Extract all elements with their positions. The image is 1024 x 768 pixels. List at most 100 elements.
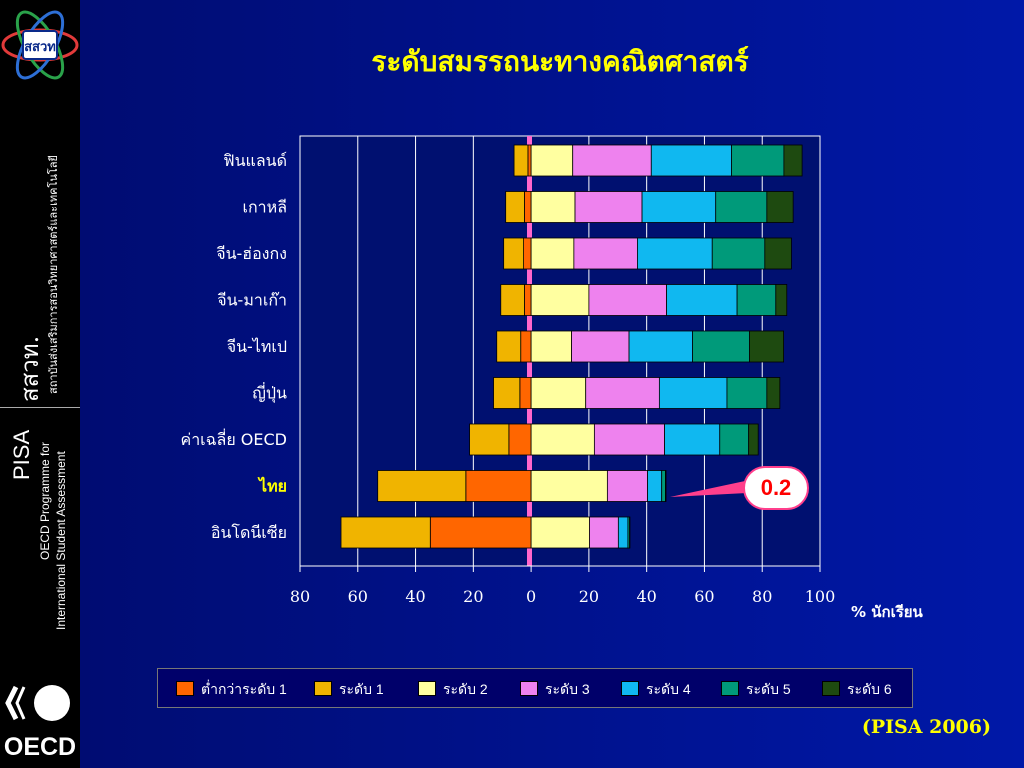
bar-segment [530, 330, 572, 363]
bar-segment [664, 423, 721, 456]
bar-segment [593, 423, 665, 456]
bar-segment [527, 144, 532, 177]
x-tick-label: 80 [752, 587, 772, 606]
callout-pointer [670, 481, 747, 497]
bar-segment [493, 377, 521, 409]
bar-segment [571, 330, 630, 363]
callout-bubble: 0.2 [743, 466, 809, 510]
bar-segment [666, 284, 738, 316]
bar-segment [530, 470, 608, 502]
x-tick-label: 40 [405, 587, 425, 606]
bar-segment [637, 237, 713, 270]
legend-swatch [176, 681, 194, 696]
legend-label: ระดับ 2 [443, 681, 488, 697]
bar-segment [519, 377, 532, 409]
bar-segment [641, 191, 717, 223]
legend-label: ระดับ 4 [646, 681, 691, 697]
oecd-mark-icon [5, 685, 70, 721]
legend-label: ระดับ 6 [847, 681, 892, 697]
bar-segment [530, 423, 595, 456]
bar-segment [503, 237, 524, 270]
bar-segment [469, 423, 510, 456]
bar-segment [692, 330, 750, 363]
legend-item: ระดับ 6 [822, 679, 892, 697]
legend: ต่ำกว่าระดับ 1 ระดับ 1 ระดับ 2 ระดับ 3 ระดับ… [157, 668, 913, 708]
bar-segment [764, 237, 792, 270]
legend-label: ระดับ 5 [746, 681, 791, 697]
category-label: ญี่ปุ่น [252, 382, 287, 404]
legend-swatch [418, 681, 436, 696]
legend-item: ระดับ 3 [520, 679, 590, 697]
category-labels: ฟินแลนด์เกาหลีจีน-ฮ่องกงจีน-มาเก๊าจีน-ไท… [180, 151, 287, 542]
bar-segment [589, 516, 619, 549]
legend-item: ระดับ 5 [721, 679, 791, 697]
logo-text: สสวท [24, 40, 56, 55]
bar-segment [524, 191, 532, 223]
bar-segment [715, 191, 768, 223]
bar-segment [523, 237, 532, 270]
x-tick-label: 80 [290, 587, 310, 606]
bar-segment [719, 423, 750, 456]
bar-segment [508, 423, 532, 456]
bar-segment [647, 470, 663, 502]
bar-segment [573, 237, 638, 270]
x-tick-label: 0 [526, 587, 536, 606]
bar-segment [465, 470, 532, 502]
legend-swatch [621, 681, 639, 696]
category-label: จีน-ฮ่องกง [216, 244, 287, 263]
bar-segment [617, 516, 629, 549]
x-tick-label: 100 [805, 587, 836, 606]
x-tick-label: 20 [579, 587, 599, 606]
bar-segment [530, 191, 576, 223]
bar-segment [496, 330, 522, 363]
bar-segment [628, 330, 693, 363]
legend-swatch [314, 681, 332, 696]
legend-item: ต่ำกว่าระดับ 1 [176, 679, 287, 697]
bar-segment [711, 237, 766, 270]
bar-segment [783, 144, 803, 177]
bar-segment [736, 284, 777, 316]
legend-item: ระดับ 4 [621, 679, 691, 697]
sidebar: สสวท สสวท. สถาบันส่งเสริมการสอนวิทยาศาสต… [0, 0, 80, 768]
bar-segment [748, 423, 759, 456]
bar-segment [340, 516, 431, 549]
legend-label: ระดับ 1 [339, 681, 384, 697]
oecd-text: OECD [4, 733, 76, 761]
x-tick-label: 60 [348, 587, 368, 606]
bar-segment [530, 237, 575, 270]
bar-segment [574, 191, 643, 223]
x-tick-label: 20 [463, 587, 483, 606]
slide-title: ระดับสมรรถนะทางคณิตศาสตร์ [371, 45, 749, 78]
bar-segment [520, 330, 532, 363]
bar-segment [661, 470, 666, 502]
bar-segment [500, 284, 525, 316]
bars [340, 144, 803, 549]
bar-segment [766, 191, 794, 223]
sidebar-divider [0, 407, 80, 408]
bar-segment [775, 284, 788, 316]
x-tick-label: 60 [694, 587, 714, 606]
legend-swatch [520, 681, 538, 696]
logo-badge [22, 30, 58, 60]
bar-segment [726, 377, 768, 409]
source-label: (PISA 2006) [861, 716, 991, 738]
bar-segment [530, 516, 590, 549]
legend-swatch [822, 681, 840, 696]
bar-segment [505, 191, 525, 223]
bar-segment [658, 377, 728, 409]
bar-segment [650, 144, 732, 177]
bar-segment [766, 377, 781, 409]
category-label: ฟินแลนด์ [223, 151, 287, 170]
bar-segment [588, 284, 668, 316]
bar-segment [572, 144, 652, 177]
legend-label: ต่ำกว่าระดับ 1 [201, 681, 287, 697]
bar-segment [606, 470, 648, 502]
category-label: ค่าเฉลี่ย OECD [180, 428, 287, 449]
ipst-logo: สสวท [1, 10, 79, 80]
oecd-logo: OECD [4, 685, 76, 761]
bar-segment [665, 470, 667, 502]
bar-segment [731, 144, 785, 177]
category-label: เกาหลี [243, 198, 288, 217]
